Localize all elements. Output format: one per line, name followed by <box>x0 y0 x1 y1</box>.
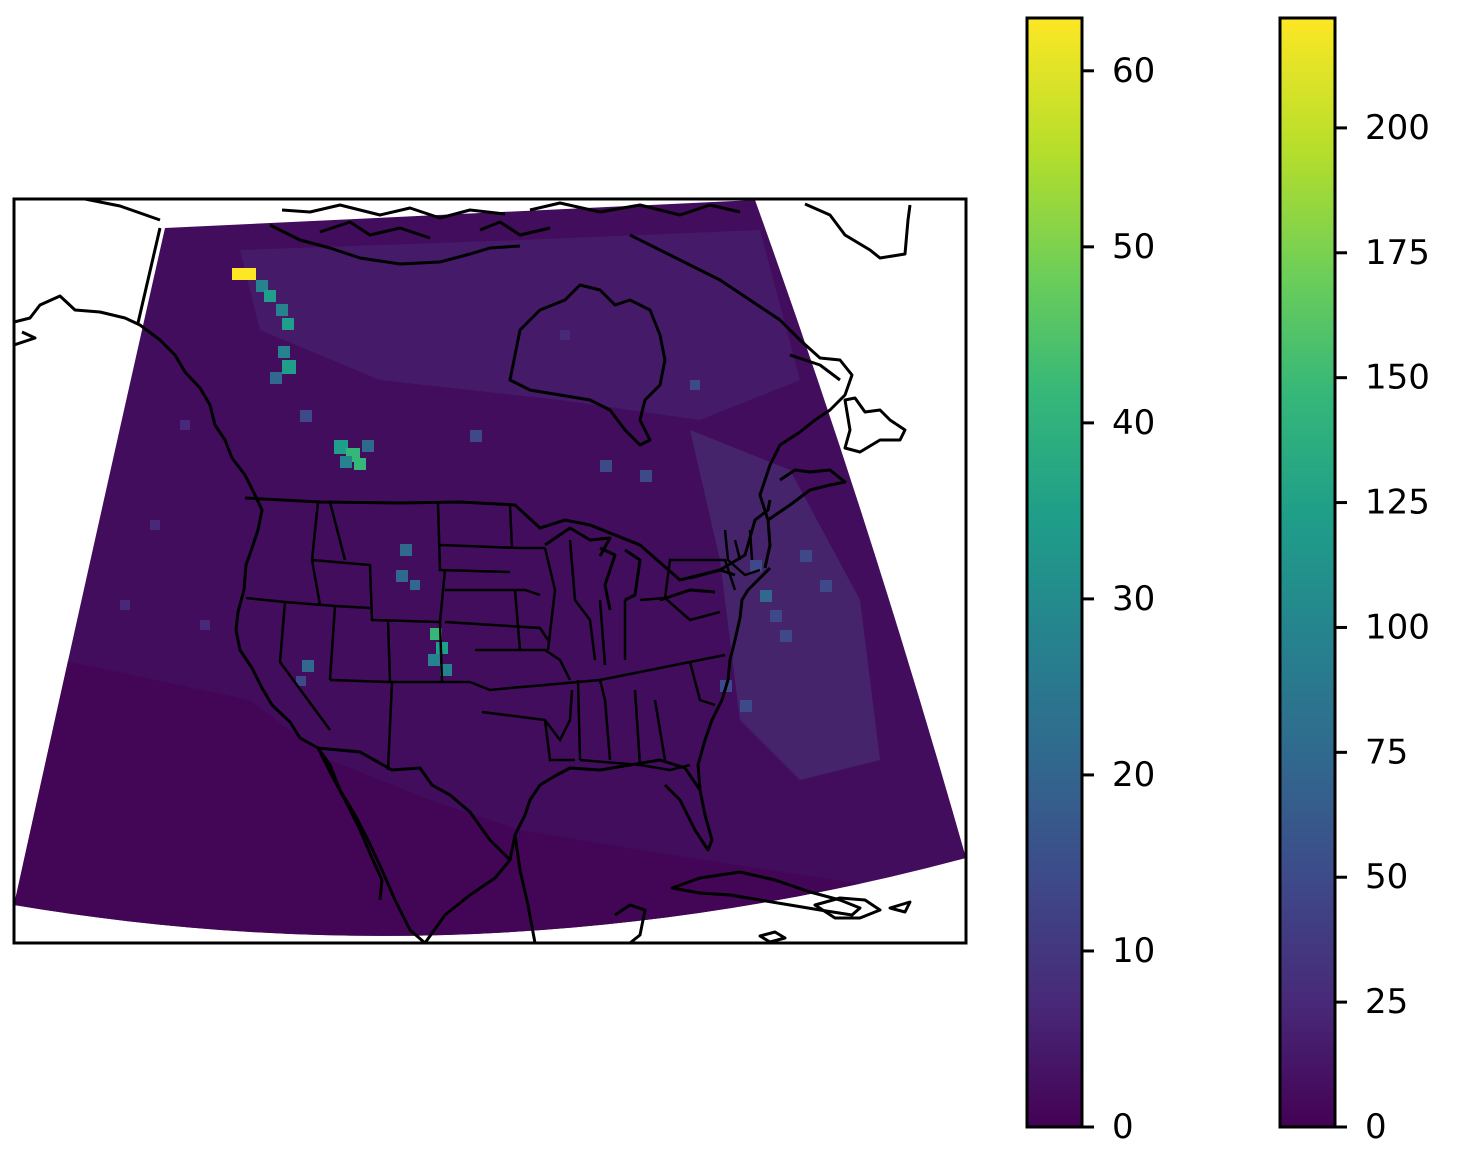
data-cell <box>820 580 832 592</box>
colorbar-tick-label: 175 <box>1365 233 1430 273</box>
data-cell <box>150 520 160 530</box>
colorbar-tick-label: 30 <box>1112 579 1155 619</box>
colorbar-tick-label: 60 <box>1112 51 1155 91</box>
data-cell <box>362 440 374 452</box>
hudson-bay-coast <box>508 283 667 447</box>
data-cell <box>334 440 348 454</box>
us-mexico-border <box>317 746 512 862</box>
state-lines-central <box>436 502 726 762</box>
colorbar-tick-label: 0 <box>1112 1107 1134 1147</box>
data-cell <box>690 380 700 390</box>
map-axes <box>12 197 968 945</box>
great-lakes <box>544 526 736 611</box>
colorbar-right-gradient <box>1278 16 1337 1129</box>
data-cell <box>740 700 752 712</box>
colorbar-tick-label: 40 <box>1112 403 1155 443</box>
data-cell <box>200 620 210 630</box>
arctic-islands-coast <box>269 201 741 266</box>
data-cell <box>232 268 244 280</box>
data-cell <box>282 360 296 374</box>
data-cell <box>600 460 612 472</box>
data-cell <box>302 660 314 672</box>
us-state-borders <box>245 501 761 772</box>
labrador-coast <box>629 233 854 569</box>
colorbar-left-gradient <box>1025 16 1084 1129</box>
data-cell <box>180 420 190 430</box>
data-cell <box>396 570 408 582</box>
data-cell <box>278 346 290 358</box>
state-lines-east <box>568 529 761 772</box>
alaska-coast <box>14 199 234 459</box>
arctic-band <box>240 230 800 420</box>
data-cell <box>276 304 288 316</box>
data-cell <box>120 600 130 610</box>
data-cell <box>470 430 482 442</box>
data-cell <box>270 372 282 384</box>
data-cell <box>296 676 306 686</box>
pacific-coast <box>230 457 426 943</box>
maritimes-coast <box>767 468 847 522</box>
colorbar-tick-label: 100 <box>1365 607 1430 647</box>
gulf-coast <box>423 758 714 943</box>
data-cell <box>770 610 782 622</box>
colorbar-tick-label: 150 <box>1365 358 1430 398</box>
data-cell <box>780 630 792 642</box>
data-cell <box>750 560 762 572</box>
data-cell <box>300 410 312 422</box>
data-cell <box>428 654 440 666</box>
data-cell <box>400 544 412 556</box>
atlantic-coast <box>696 566 772 791</box>
coastlines <box>14 199 912 943</box>
data-cell <box>640 470 652 482</box>
low-value-region <box>14 650 966 936</box>
jamaica-coast <box>758 930 787 943</box>
colorbar-tick-label: 50 <box>1112 227 1155 267</box>
colorbar-tick-label: 125 <box>1365 483 1430 523</box>
data-cell <box>244 268 256 280</box>
data-cell <box>440 664 452 676</box>
map-frame <box>12 197 968 945</box>
data-cell <box>560 330 570 340</box>
data-cell <box>800 550 812 562</box>
data-cell <box>410 580 420 590</box>
data-cell <box>282 318 294 330</box>
colorbar-tick-label: 20 <box>1112 755 1155 795</box>
data-cell <box>264 290 276 302</box>
data-cell <box>430 628 442 640</box>
data-cell <box>256 280 268 292</box>
colorbar-left: 0 10 20 30 40 50 60 <box>1025 16 1155 1147</box>
colorbar-tick-label: 200 <box>1365 108 1430 148</box>
atlantic-band <box>690 430 880 780</box>
colorbar-tick-label: 50 <box>1365 857 1408 897</box>
colorbar-tick-label: 0 <box>1365 1107 1387 1147</box>
hispaniola-coast <box>813 896 912 920</box>
data-cell <box>354 458 366 470</box>
hotspot-layer <box>120 268 832 712</box>
alaska-canada-border <box>136 227 162 324</box>
cuba-coast <box>670 870 862 917</box>
yucatan-coast <box>614 903 647 943</box>
colorbar-tick-label: 10 <box>1112 931 1155 971</box>
country-borders <box>136 227 772 862</box>
colorbar-tick-label: 75 <box>1365 732 1408 772</box>
colorbar-tick-label: 25 <box>1365 982 1408 1022</box>
state-lines-west <box>245 501 470 771</box>
us-canada-border <box>244 496 772 582</box>
colorbar-right: 0 25 50 75 100 125 150 175 200 <box>1278 16 1430 1147</box>
newfoundland-coast <box>843 396 907 454</box>
greenland-coast <box>804 202 912 260</box>
data-cell <box>340 456 352 468</box>
data-cell <box>760 590 772 602</box>
